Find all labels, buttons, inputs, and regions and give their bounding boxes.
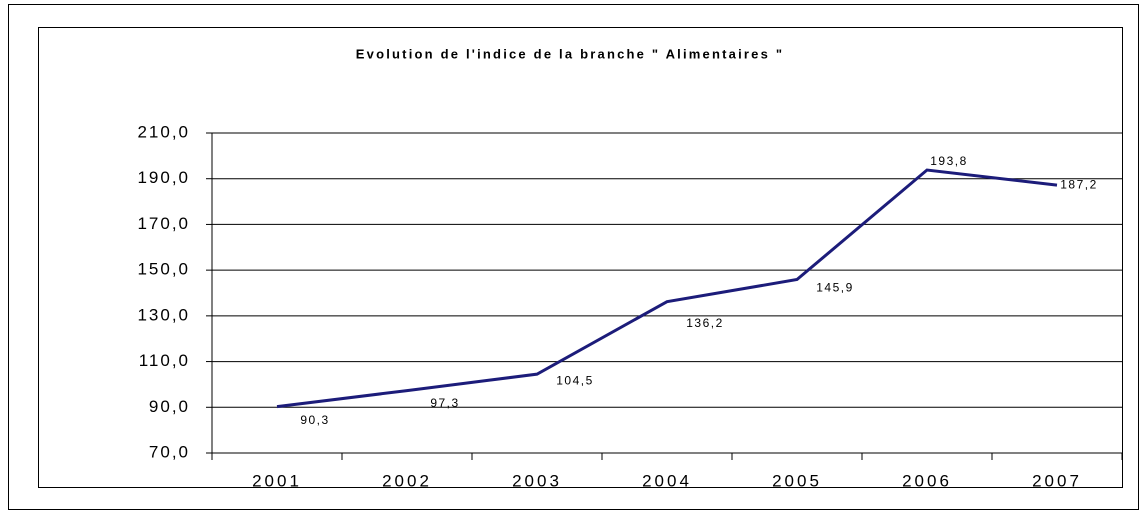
y-tick-label: 70,0 (149, 442, 190, 461)
x-tick-label: 2005 (772, 471, 822, 490)
x-tick-label: 2007 (1032, 471, 1082, 490)
data-label: 145,9 (816, 281, 854, 295)
y-tick-label: 170,0 (137, 214, 190, 233)
x-tick-label: 2003 (512, 471, 562, 490)
x-tick-label: 2001 (252, 471, 302, 490)
y-tick-label: 90,0 (149, 397, 190, 416)
x-tick-label: 2002 (382, 471, 432, 490)
chart-title: Evolution de l'indice de la branche " Al… (356, 46, 784, 61)
y-tick-label: 150,0 (137, 260, 190, 279)
x-tick-label: 2004 (642, 471, 692, 490)
data-label: 187,2 (1060, 177, 1098, 191)
chart-frame (38, 27, 1123, 488)
data-label: 104,5 (556, 373, 594, 387)
line (276, 168, 1058, 409)
data-label: 136,2 (686, 316, 724, 330)
y-tick-label: 130,0 (137, 305, 190, 324)
data-label: 193,8 (930, 154, 968, 168)
y-tick-label: 110,0 (139, 351, 190, 370)
data-label: 97,3 (430, 396, 459, 410)
y-tick-label: 190,0 (137, 168, 190, 187)
y-tick-label: 210,0 (137, 122, 190, 141)
x-tick-label: 2006 (902, 471, 952, 490)
data-label: 90,3 (300, 413, 329, 427)
